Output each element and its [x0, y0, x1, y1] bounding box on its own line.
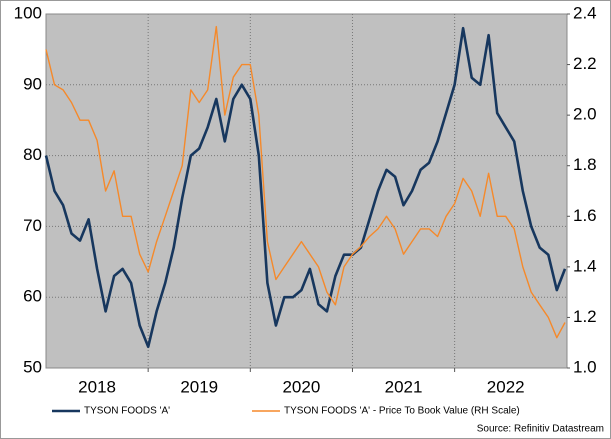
x-tick-label: 2019	[180, 377, 218, 396]
plot-area	[45, 13, 568, 369]
y-tick-label: 70	[23, 216, 42, 235]
source: Source: Refinitiv Datastream	[477, 424, 604, 435]
y-tick-label: 80	[23, 145, 42, 164]
x-tick-label: 2018	[78, 377, 116, 396]
x-tick-label: 2022	[487, 377, 525, 396]
y-tick-label: 50	[23, 357, 42, 376]
y2-tick-label: 1.8	[573, 155, 597, 174]
y2-tick-label: 1.4	[573, 256, 597, 275]
y2-tick-label: 2.0	[573, 105, 597, 124]
y2-tick-label: 2.2	[573, 54, 597, 73]
series-line	[44, 26, 567, 349]
y-tick-label: 90	[23, 74, 42, 93]
y2-tick-label: 1.6	[573, 206, 597, 225]
y2-tick-label: 1.2	[573, 307, 597, 326]
x-tick-label: 2020	[282, 377, 320, 396]
x-tick-label: 2021	[385, 377, 423, 396]
series-line	[45, 25, 566, 339]
legend-label: TYSON FOODS 'A'	[84, 406, 170, 417]
y-tick-label: 60	[23, 287, 42, 306]
y2-tick-label: 2.4	[573, 3, 597, 22]
y-tick-label: 100	[14, 3, 42, 22]
y2-tick-label: 1.0	[573, 357, 597, 376]
legend-label: TYSON FOODS 'A' - Price To Book Value (R…	[284, 406, 520, 417]
